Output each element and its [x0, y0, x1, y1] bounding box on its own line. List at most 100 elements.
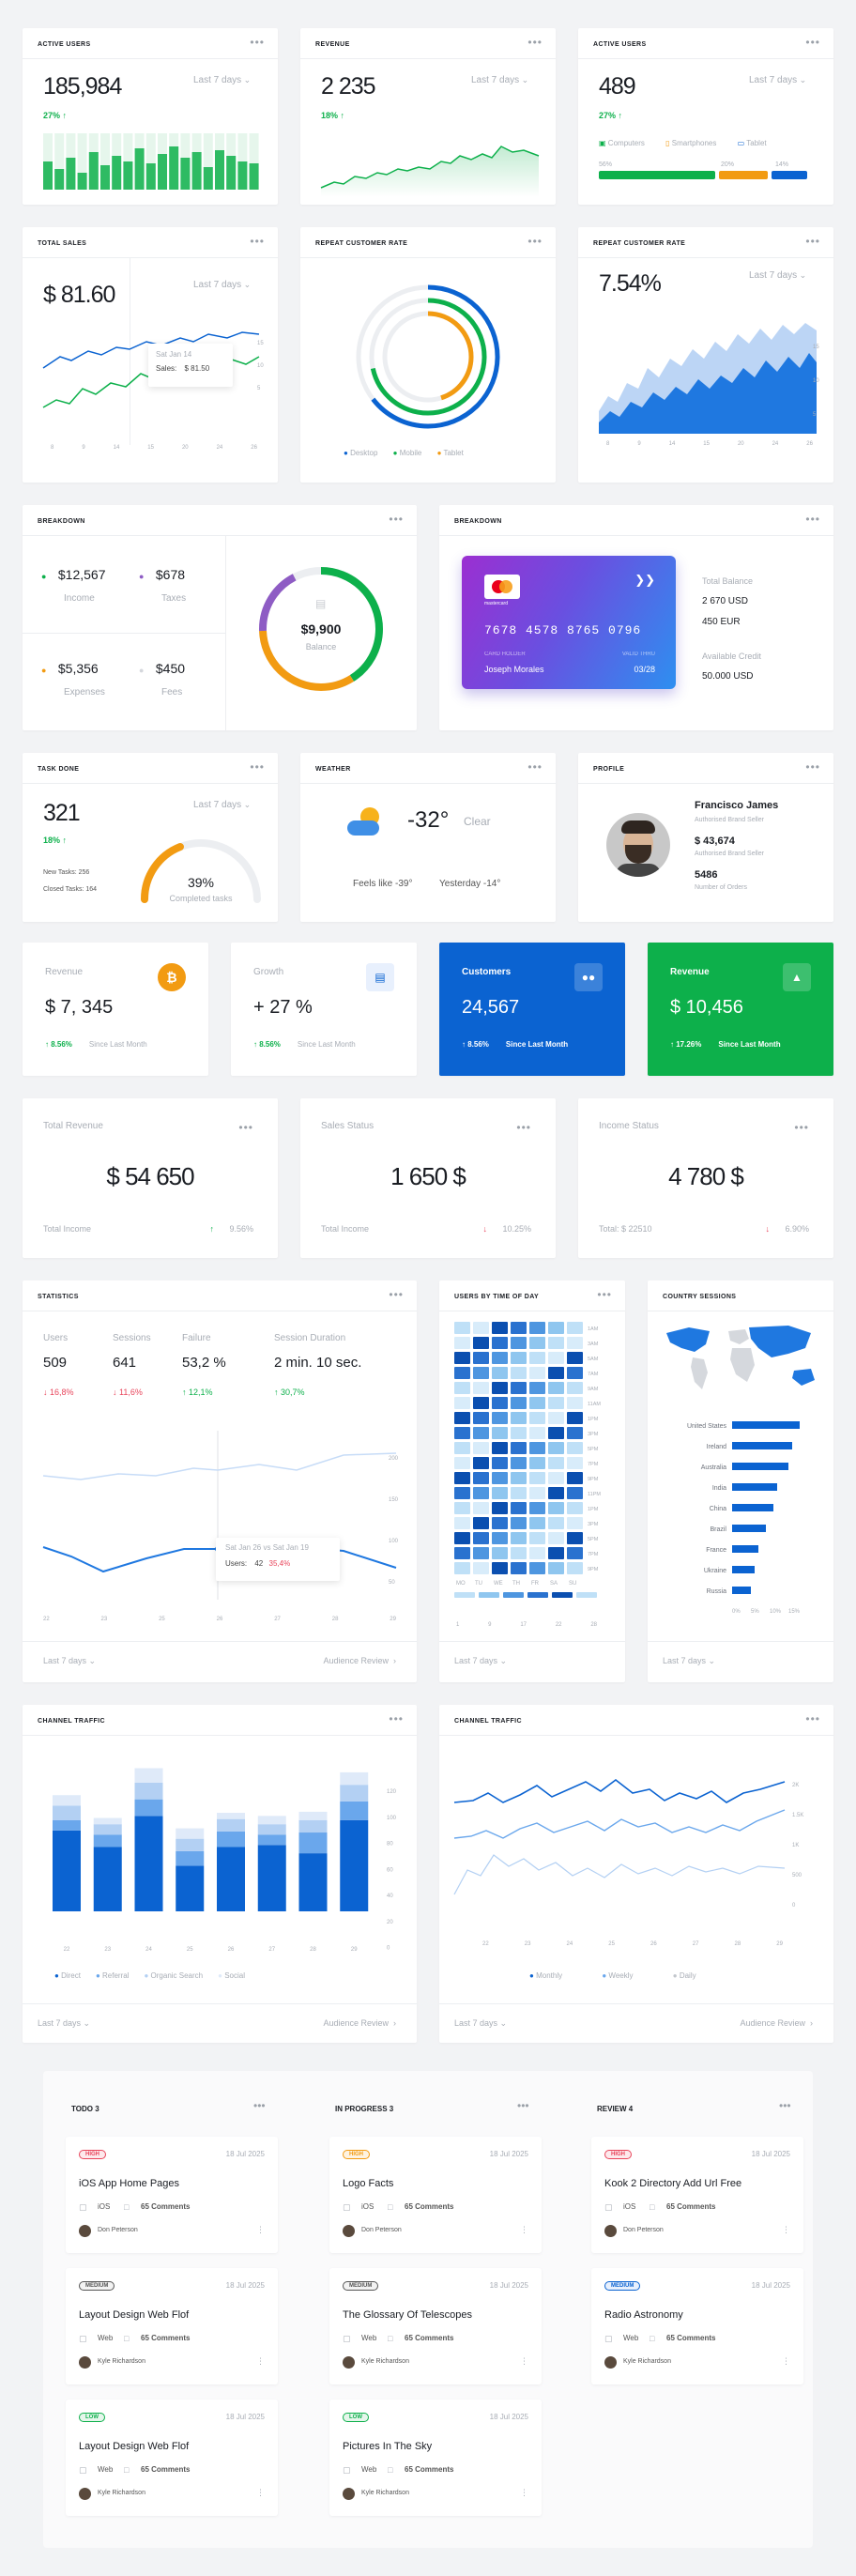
yesterday-temp: Yesterday -14° — [439, 879, 501, 889]
legend-dot: ● — [218, 1971, 225, 1980]
heatmap-cell — [511, 1352, 527, 1364]
kpi-growth-card: Growth ▤ + 27 % ↑ 8.56% Since Last Month — [231, 943, 417, 1076]
temperature: -32° — [407, 807, 450, 833]
card-menu-icon[interactable]: ⋮ — [256, 2225, 265, 2234]
tablet-icon: ▭ — [737, 139, 745, 147]
kanban-card[interactable]: HIGH 18 Jul 2025 Kook 2 Directory Add Url … — [591, 2137, 803, 2253]
tick-label: 50 — [389, 1580, 395, 1586]
card-menu-icon[interactable]: ⋮ — [520, 2225, 528, 2234]
more-icon[interactable]: ••• — [527, 235, 543, 248]
country-label: Russia — [707, 1588, 727, 1595]
more-icon[interactable]: ••• — [805, 235, 820, 248]
card-menu-icon[interactable]: ⋮ — [520, 2356, 528, 2366]
card-menu-icon[interactable]: ⋮ — [256, 2488, 265, 2497]
card-menu-icon[interactable]: ⋮ — [782, 2356, 790, 2366]
more-icon[interactable]: ••• — [794, 1121, 809, 1134]
bar-segment-referral — [93, 1834, 122, 1848]
heatmap-cell — [454, 1502, 470, 1514]
kanban-card[interactable]: HIGH 18 Jul 2025 iOS App Home Pages ▢ iOS □ 65… — [66, 2137, 278, 2253]
column-more-icon[interactable]: ••• — [517, 2099, 529, 2112]
new-tasks: New Tasks: 256 — [43, 869, 90, 876]
more-icon[interactable]: ••• — [250, 235, 265, 248]
more-icon[interactable]: ••• — [250, 760, 265, 774]
more-icon[interactable]: ••• — [389, 513, 404, 526]
card-menu-icon[interactable]: ⋮ — [520, 2488, 528, 2497]
more-icon[interactable]: ••• — [389, 1712, 404, 1725]
kanban-card[interactable]: MEDIUM 18 Jul 2025 The Glossary Of Telesco… — [329, 2268, 542, 2384]
bar — [180, 158, 191, 190]
breakdown-expenses: ● $5,356 Expenses — [41, 661, 105, 698]
legend-mobile: Mobile — [399, 449, 422, 457]
card-title: BREAKDOWN — [38, 518, 85, 525]
column-more-icon[interactable]: ••• — [253, 2099, 266, 2112]
profile-avatar[interactable] — [606, 813, 670, 877]
day-label: SU — [569, 1581, 576, 1587]
tick-label: 5 — [257, 386, 261, 391]
card-title: PROFILE — [593, 766, 625, 773]
country-label: Brazil — [710, 1526, 726, 1533]
more-icon[interactable]: ••• — [527, 760, 543, 774]
income-label: Income — [64, 593, 95, 604]
footer-range-select[interactable]: Last 7 days — [663, 1656, 715, 1666]
tick-label: 5% — [751, 1609, 759, 1615]
kanban-card[interactable]: MEDIUM 18 Jul 2025 Radio Astronomy ▢ Web □ 65 … — [591, 2268, 803, 2384]
more-icon[interactable]: ••• — [805, 760, 820, 774]
country-label: United States — [687, 1423, 727, 1430]
heatmap-cell — [492, 1457, 508, 1469]
users-by-time-card: USERS BY TIME OF DAY ••• 1AM 3AM 5AM 7AM 9AM… — [439, 1280, 625, 1682]
more-icon[interactable]: ••• — [238, 1121, 253, 1134]
audience-review-link[interactable]: Audience Review › — [323, 1656, 396, 1665]
more-icon[interactable]: ••• — [805, 1712, 820, 1725]
legend-dot: ● — [95, 1971, 103, 1980]
more-icon[interactable]: ••• — [516, 1121, 531, 1134]
range-select[interactable]: Last 7 days — [749, 270, 806, 281]
category-icon: ▢ — [604, 2202, 613, 2212]
column-more-icon[interactable]: ••• — [779, 2099, 791, 2112]
card-menu-icon[interactable]: ⋮ — [782, 2225, 790, 2234]
footer-range-select[interactable]: Last 7 days — [43, 1656, 96, 1666]
kanban-card[interactable]: MEDIUM 18 Jul 2025 Layout Design Web Flof ▢… — [66, 2268, 278, 2384]
heatmap-cell — [492, 1472, 508, 1484]
more-icon[interactable]: ••• — [597, 1288, 612, 1301]
bar-segment-social — [217, 1813, 245, 1819]
kanban-card[interactable]: LOW 18 Jul 2025 Pictures In The Sky ▢ Web □ 65… — [329, 2400, 542, 2516]
range-select[interactable]: Last 7 days — [193, 75, 251, 85]
more-icon[interactable]: ••• — [805, 513, 820, 526]
bar-bg — [100, 133, 110, 190]
active-users-bars — [43, 133, 259, 190]
heatmap-cell — [548, 1322, 564, 1334]
more-icon[interactable]: ••• — [250, 36, 265, 49]
tick-label: 100 — [389, 1539, 399, 1544]
audience-review-link[interactable]: Audience Review › — [740, 2018, 813, 2028]
bar — [100, 165, 110, 190]
legend-tablet: Tablet — [746, 139, 767, 147]
card-category: iOS — [98, 2202, 111, 2211]
task-pct: 39% — [187, 875, 215, 890]
tick-label: 17 — [520, 1622, 527, 1628]
heatmap-cell — [529, 1487, 545, 1499]
heatmap-cell — [511, 1472, 527, 1484]
range-select[interactable]: Last 7 days — [749, 75, 806, 85]
footer-range-select[interactable]: Last 7 days — [454, 1656, 507, 1666]
range-select[interactable]: Last 7 days — [193, 280, 251, 290]
country-bar — [732, 1421, 800, 1429]
more-icon[interactable]: ••• — [805, 36, 820, 49]
range-select[interactable]: Last 7 days — [193, 800, 251, 810]
audience-review-link[interactable]: Audience Review › — [323, 2018, 396, 2028]
card-user: Kyle Richardson — [361, 2358, 409, 2365]
heatmap-cell — [511, 1562, 527, 1574]
heatmap-cell — [529, 1547, 545, 1559]
card-menu-icon[interactable]: ⋮ — [256, 2356, 265, 2366]
country-label: Australia — [701, 1464, 726, 1471]
credit-card[interactable]: mastercard ❯❯ 7678 4578 8765 0796 CARD H… — [462, 556, 676, 689]
heatmap-cell — [567, 1457, 583, 1469]
more-icon[interactable]: ••• — [527, 36, 543, 49]
heatmap-cell — [529, 1517, 545, 1529]
kanban-card[interactable]: HIGH 18 Jul 2025 Logo Facts ▢ iOS □ 65 Comment… — [329, 2137, 542, 2253]
footer-range-select[interactable]: Last 7 days — [38, 2018, 90, 2029]
kanban-card[interactable]: LOW 18 Jul 2025 Layout Design Web Flof ▢ Web… — [66, 2400, 278, 2516]
heatmap-cell — [454, 1487, 470, 1499]
range-select[interactable]: Last 7 days — [471, 75, 528, 85]
more-icon[interactable]: ••• — [389, 1288, 404, 1301]
footer-range-select[interactable]: Last 7 days — [454, 2018, 507, 2029]
